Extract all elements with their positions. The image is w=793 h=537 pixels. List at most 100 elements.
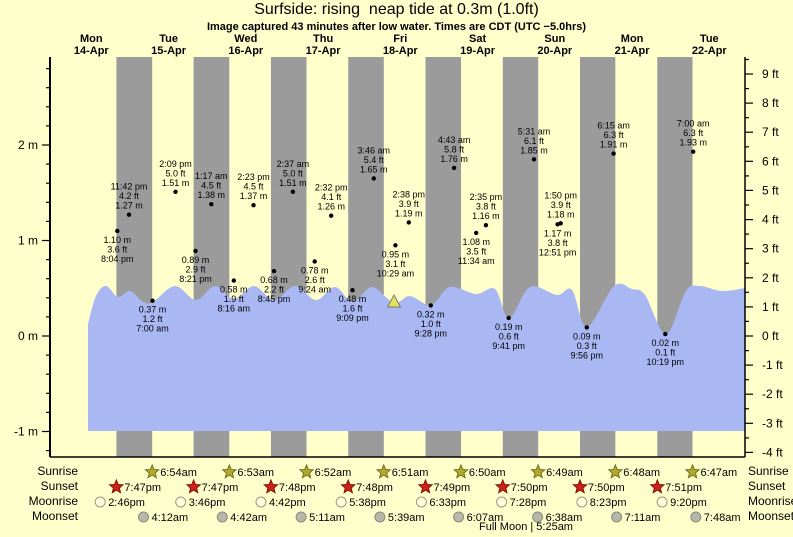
sunrise-time: 6:47am [701,467,738,479]
sunrise-star-icon [221,463,238,479]
tide-event-label: 5.4 ft [364,155,385,165]
tide-event-label: 6.3 ft [604,130,625,140]
tide-event-label: 0.1 ft [655,348,676,358]
right-axis-label: 8 ft [762,96,779,110]
moonrise-row-label-left: Moonrise [28,494,78,508]
moonset-time: 5:39am [388,512,425,524]
tide-event-dot [506,315,511,321]
moonrise-time: 5:38pm [349,497,386,509]
tide-event-label: 2:38 pm [393,189,426,199]
tide-event-label: 3.5 ft [466,246,487,256]
tide-event-label: 3.9 ft [399,199,420,209]
tide-event-label: 0.89 m [182,255,210,265]
tide-event-label: 10:29 am [377,268,415,278]
tide-event-dot [531,157,537,162]
moonset-row-label-right: Moonset [748,509,793,523]
sunrise-star-icon [144,463,161,479]
moonset-time: 7:11am [625,512,661,524]
tide-event-dot [271,268,277,274]
left-axis-label: 1 m [18,234,38,248]
tide-event-label: 2:37 am [277,159,310,169]
tide-event-dot [474,230,479,236]
sunrise-time: 6:51am [392,467,429,479]
moonrise-time: 9:20pm [670,497,707,509]
tide-event-label: 1.51 m [162,178,190,188]
moonset-circle-icon [690,511,702,523]
tide-event-label: 0.78 m [301,266,329,276]
tide-event-dot [209,202,214,207]
sunset-star-icon [494,478,511,494]
moonrise-time: 7:28pm [510,497,547,509]
sunset-time: 7:50pm [588,482,625,494]
moonset-circle-icon [138,511,149,523]
moonrise-circle-icon [255,496,267,508]
sunrise-star-icon [298,463,315,479]
tide-event-label: 2:09 pm [159,159,192,169]
tide-event-label: 5.0 ft [165,168,186,178]
moonset-time: 4:12am [152,512,189,524]
tide-event-label: 1.76 m [440,154,468,164]
tide-event-label: 1.91 m [600,140,628,150]
right-axis-label: -1 ft [762,358,783,372]
right-axis-label: -4 ft [762,445,783,459]
tide-event-dot [584,325,589,330]
day-of-week-label: Mon [621,33,644,45]
tide-event-label: 9:28 pm [415,328,448,338]
tide-event-label: 1.6 ft [342,304,363,314]
moonset-circle-icon [532,511,544,523]
sunrise-star-icon [530,463,547,479]
day-of-week-label: Thu [313,33,333,45]
right-axis-label: -3 ft [762,416,783,430]
left-axis-label: 0 m [18,329,38,343]
tide-event-label: 6.3 ft [683,128,704,138]
tide-event-label: 0.3 ft [577,341,598,351]
page-subtitle: Image captured 43 minutes after low wate… [206,21,587,33]
tide-event-label: 1.9 ft [224,294,245,304]
day-of-week-label: Sat [469,33,486,45]
sunrise-time: 6:54am [160,467,197,479]
moonrise-circle-icon [496,496,508,508]
sunset-time: 7:47pm [202,482,239,494]
tide-event-label: 4:43 am [438,135,471,145]
right-axis-label: 3 ft [762,242,779,256]
day-date-label: 18-Apr [383,45,419,57]
right-axis-label: 4 ft [762,213,779,227]
tide-event-label: 2.6 ft [305,275,326,285]
tide-event-label: 5.0 ft [283,168,304,178]
moonrise-circle-icon [175,496,187,508]
tide-event-label: 9:56 pm [571,350,604,360]
tide-event-label: 0.09 m [573,331,601,341]
tide-event-label: 0.6 ft [499,331,520,341]
day-of-week-label: Fri [393,33,407,45]
moonrise-time: 4:42pm [269,497,306,509]
day-date-label: 20-Apr [537,45,573,57]
tide-event-label: 0.02 m [652,338,680,348]
tide-event-dot [150,298,155,303]
sunset-time: 7:50pm [511,482,548,494]
moonrise-circle-icon [576,496,588,508]
moonset-circle-icon [453,511,465,523]
tide-event-dot [558,221,563,226]
sunset-time: 7:48pm [279,482,316,494]
tide-event-label: 4.5 ft [243,182,264,192]
moonset-row-label-left: Moonset [31,509,78,523]
day-of-week-label: Tue [700,33,719,45]
tide-event-label: 5:31 am [518,126,551,136]
tide-event-label: 2.2 ft [264,285,285,295]
moonrise-row-label-right: Moonrise [748,494,793,508]
moon-phase-note: Full Moon | 5:25am [479,521,573,533]
tide-event-dot [173,189,178,194]
sunrise-star-icon [453,463,469,479]
moonrise-circle-icon [94,496,106,508]
moonset-circle-icon [374,511,386,523]
tide-event-label: 1.2 ft [142,314,163,324]
tide-event-label: 1.08 m [462,237,490,247]
moonrise-circle-icon [656,496,668,508]
tide-event-label: 11:34 am [458,256,495,266]
tide-event-dot [126,212,132,217]
right-axis-label: 7 ft [762,125,779,139]
sunrise-time: 6:52am [315,467,352,479]
day-date-label: 22-Apr [692,45,728,57]
tide-event-label: 6.1 ft [524,136,545,146]
